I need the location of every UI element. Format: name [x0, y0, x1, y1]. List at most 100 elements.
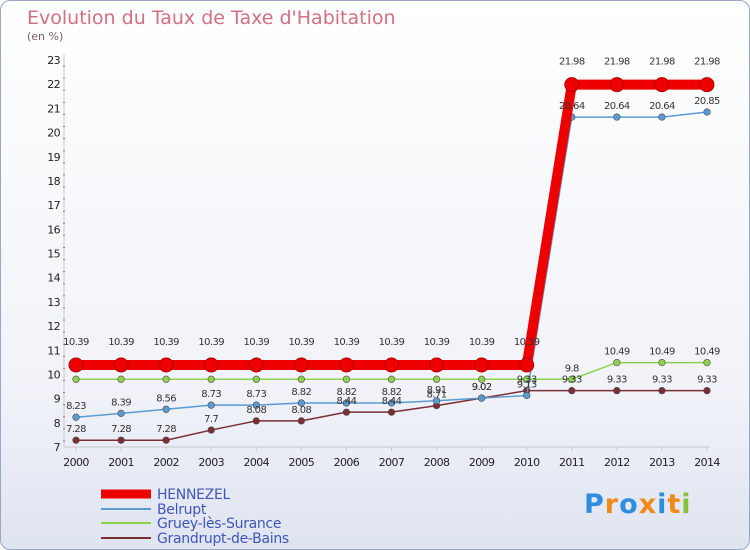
- series-point-0: [519, 357, 535, 373]
- y-tick-label: 21: [47, 102, 60, 115]
- series-point-2: [252, 375, 260, 383]
- series-point-0: [429, 357, 445, 373]
- series-point-1: [703, 108, 711, 116]
- data-label-0: 10.39: [334, 337, 360, 348]
- series-point-3: [613, 387, 621, 395]
- series-point-2: [387, 375, 396, 383]
- x-tick-label: 2004: [243, 456, 269, 469]
- series-point-3: [162, 436, 170, 444]
- series-point-1: [658, 113, 666, 121]
- series-point-0: [248, 357, 264, 373]
- legend-label-1: Belrupt: [157, 502, 207, 518]
- data-label-3: 8.08: [246, 405, 266, 416]
- series-point-3: [207, 426, 215, 434]
- data-label-0: 21.98: [559, 57, 585, 68]
- y-tick-label: 22: [47, 78, 60, 91]
- y-tick-label: 15: [47, 248, 60, 261]
- data-label-2: 10.49: [604, 347, 630, 358]
- x-tick-label: 2012: [604, 456, 630, 469]
- series-point-3: [658, 387, 666, 395]
- series-point-0: [68, 357, 84, 373]
- x-tick-label: 2000: [63, 456, 89, 469]
- data-label-0: 10.39: [108, 337, 134, 348]
- series-point-0: [609, 77, 625, 93]
- chart-legend: HENNEZELBelruptGruey-lès-SuranceGrandrup…: [101, 487, 289, 547]
- data-label-1: 8.82: [291, 387, 311, 398]
- x-tick-label: 2002: [153, 456, 179, 469]
- chart-title: Evolution du Taux de Taxe d'Habitation: [27, 7, 396, 29]
- series-layer: [68, 77, 715, 444]
- data-label-1: 8.73: [246, 389, 266, 400]
- series-point-3: [252, 417, 260, 425]
- series-point-3: [387, 408, 396, 416]
- data-label-1: 20.64: [649, 101, 675, 112]
- data-label-0: 10.39: [289, 337, 315, 348]
- y-tick-label: 20: [47, 127, 60, 140]
- data-label-3: 7.28: [156, 424, 176, 435]
- data-label-1: 8.73: [201, 389, 221, 400]
- logo-letter: i: [657, 489, 668, 520]
- y-tick-label: 23: [47, 54, 60, 67]
- y-tick-label: 7: [54, 441, 61, 454]
- data-label-0: 10.39: [243, 337, 269, 348]
- series-point-2: [658, 358, 666, 367]
- y-tick-label: 11: [47, 344, 60, 357]
- x-tick-label: 2003: [198, 456, 224, 469]
- series-point-0: [699, 77, 715, 93]
- x-tick-label: 2001: [108, 456, 134, 469]
- series-point-3: [297, 417, 305, 425]
- series-point-1: [72, 413, 80, 421]
- y-tick-label: 17: [47, 199, 60, 212]
- chart-axes: 7 8 9 10 11 12 13 14 15 16 17 18 19 20 21 22 23 2000 2001 2…: [47, 54, 721, 469]
- series-point-0: [384, 357, 399, 373]
- data-label-3: 9.33: [517, 375, 537, 386]
- legend-label-3: Grandrupt-de-Bains: [157, 531, 289, 547]
- data-label-3: 9.33: [697, 375, 717, 386]
- data-label-3: 9.02: [472, 382, 492, 393]
- y-tick-label: 12: [47, 320, 60, 333]
- legend-label-0: HENNEZEL: [157, 487, 231, 503]
- logo-letter: x: [638, 489, 658, 520]
- y-tick-label: 9: [54, 393, 61, 406]
- series-point-2: [72, 375, 80, 383]
- series-point-3: [72, 436, 80, 444]
- x-tick-label: 2010: [514, 456, 540, 469]
- series-point-1: [523, 391, 531, 400]
- series-point-0: [338, 357, 354, 373]
- y-tick-label: 16: [47, 223, 60, 236]
- data-label-0: 10.39: [379, 337, 405, 348]
- series-point-3: [117, 436, 125, 444]
- data-label-1: 9.02: [472, 382, 492, 393]
- series-point-0: [474, 357, 490, 373]
- series-point-0: [654, 77, 670, 93]
- data-label-3: 8.44: [382, 396, 402, 407]
- series-point-1: [342, 399, 351, 407]
- proxiti-logo: Proxiti: [584, 489, 692, 520]
- series-point-2: [568, 375, 576, 383]
- series-point-1: [252, 401, 260, 409]
- series-point-2: [432, 375, 441, 383]
- data-label-0: 10.39: [198, 337, 224, 348]
- data-label-3: 9.33: [652, 375, 672, 386]
- series-point-1: [613, 113, 621, 121]
- series-point-0: [564, 77, 580, 93]
- data-label-1: 20.85: [694, 96, 720, 107]
- data-labels: 10.39 10.39 10.39 10.39 10.39 10.39 10.39 10.39…: [63, 57, 720, 436]
- data-label-0: 10.39: [63, 337, 89, 348]
- data-label-0: 21.98: [694, 57, 720, 68]
- series-point-1: [387, 399, 396, 407]
- data-label-0: 10.39: [514, 337, 540, 348]
- y-tick-label: 18: [47, 175, 60, 188]
- data-label-0: 10.39: [469, 337, 495, 348]
- data-label-3: 7.28: [66, 424, 86, 435]
- series-point-1: [117, 409, 125, 417]
- series-point-0: [293, 357, 309, 373]
- series-point-1: [478, 394, 486, 402]
- series-point-2: [117, 375, 125, 383]
- series-point-1: [162, 405, 170, 413]
- y-tick-label: 10: [47, 368, 60, 381]
- x-tick-label: 2008: [424, 456, 450, 469]
- y-tick-label: 8: [54, 417, 61, 430]
- y-tick-label: 13: [47, 296, 60, 309]
